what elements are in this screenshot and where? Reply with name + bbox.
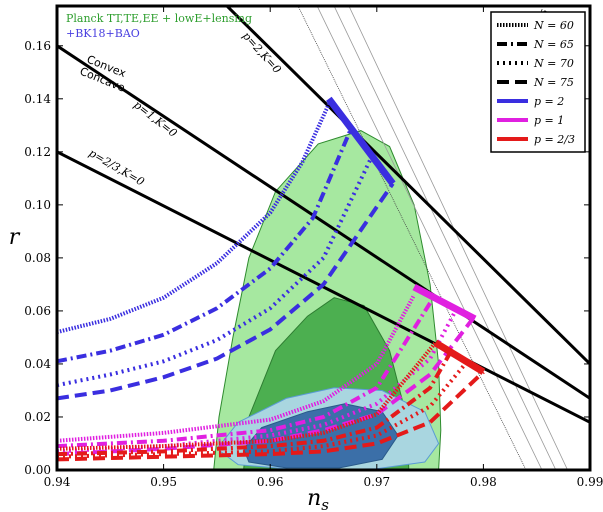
legend-label-4: p = 2 bbox=[534, 95, 564, 108]
plot-area bbox=[57, 6, 590, 470]
plot-frame bbox=[55, 4, 592, 472]
curve-series-1-n60 bbox=[57, 294, 416, 443]
y-tick-label-1: 0.02 bbox=[24, 410, 51, 424]
curve-series-2-n60 bbox=[57, 341, 437, 451]
y-tick-label-5: 0.10 bbox=[24, 198, 51, 212]
x-tick-label-0: 0.94 bbox=[44, 475, 71, 489]
curve-series-1-n65 bbox=[57, 301, 432, 449]
legend-label-3: N = 75 bbox=[533, 76, 574, 89]
dataset-label-planck: Planck TT,TE,EE + lowE+lensing bbox=[66, 12, 252, 25]
reference-line-0 bbox=[224, 6, 590, 366]
legend-label-2: N = 70 bbox=[533, 57, 574, 70]
reference-line-1 bbox=[57, 44, 590, 400]
curve-series-0-n60 bbox=[57, 103, 331, 335]
x-tick-label-3: 0.97 bbox=[363, 475, 390, 489]
x-tick-label-4: 0.98 bbox=[470, 475, 497, 489]
legend: N = 60 N = 65 N = 70 N = 75 p = 2 p = 1 p = 2/… bbox=[490, 11, 586, 153]
axes: 0.94 0.95 0.96 0.97 0.98 0.99 0.00 0.02 0.04 0.06… bbox=[9, 6, 603, 512]
y-axis-label: r bbox=[9, 225, 21, 250]
segment-0 bbox=[326, 96, 396, 186]
reference-line-2 bbox=[57, 150, 590, 424]
n-guide-line-1 bbox=[316, 6, 543, 470]
y-tick-label-7: 0.14 bbox=[24, 92, 51, 106]
segment-1 bbox=[412, 283, 477, 322]
dataset-label-bk18: +BK18+BAO bbox=[66, 27, 140, 40]
n-guide-line-0 bbox=[297, 6, 527, 470]
x-tick-label-1: 0.95 bbox=[150, 475, 177, 489]
y-tick-label-2: 0.04 bbox=[24, 357, 51, 371]
x-tick-label-5: 0.99 bbox=[577, 475, 603, 489]
y-tick-label-4: 0.08 bbox=[24, 251, 51, 265]
curve-series-0-n75 bbox=[57, 182, 395, 401]
legend-label-0: N = 60 bbox=[533, 19, 574, 32]
curve-series-2-n65 bbox=[57, 349, 454, 457]
curve-series-0-n65 bbox=[57, 129, 353, 364]
legend-label-5: p = 1 bbox=[534, 114, 564, 127]
y-tick-label-0: 0.00 bbox=[24, 463, 51, 477]
legend-label-6: p = 2/3 bbox=[534, 133, 575, 146]
curve-series-0-n70 bbox=[57, 156, 374, 388]
y-tick-label-3: 0.06 bbox=[24, 304, 51, 318]
legend-label-1: N = 65 bbox=[533, 38, 574, 51]
x-tick-label-2: 0.96 bbox=[257, 475, 284, 489]
x-axis-label-subscript: s bbox=[321, 496, 329, 512]
y-tick-label-8: 0.16 bbox=[24, 39, 51, 53]
segment-2 bbox=[433, 339, 486, 375]
n-guide-line-2 bbox=[333, 6, 557, 470]
y-tick-label-6: 0.12 bbox=[24, 145, 51, 159]
